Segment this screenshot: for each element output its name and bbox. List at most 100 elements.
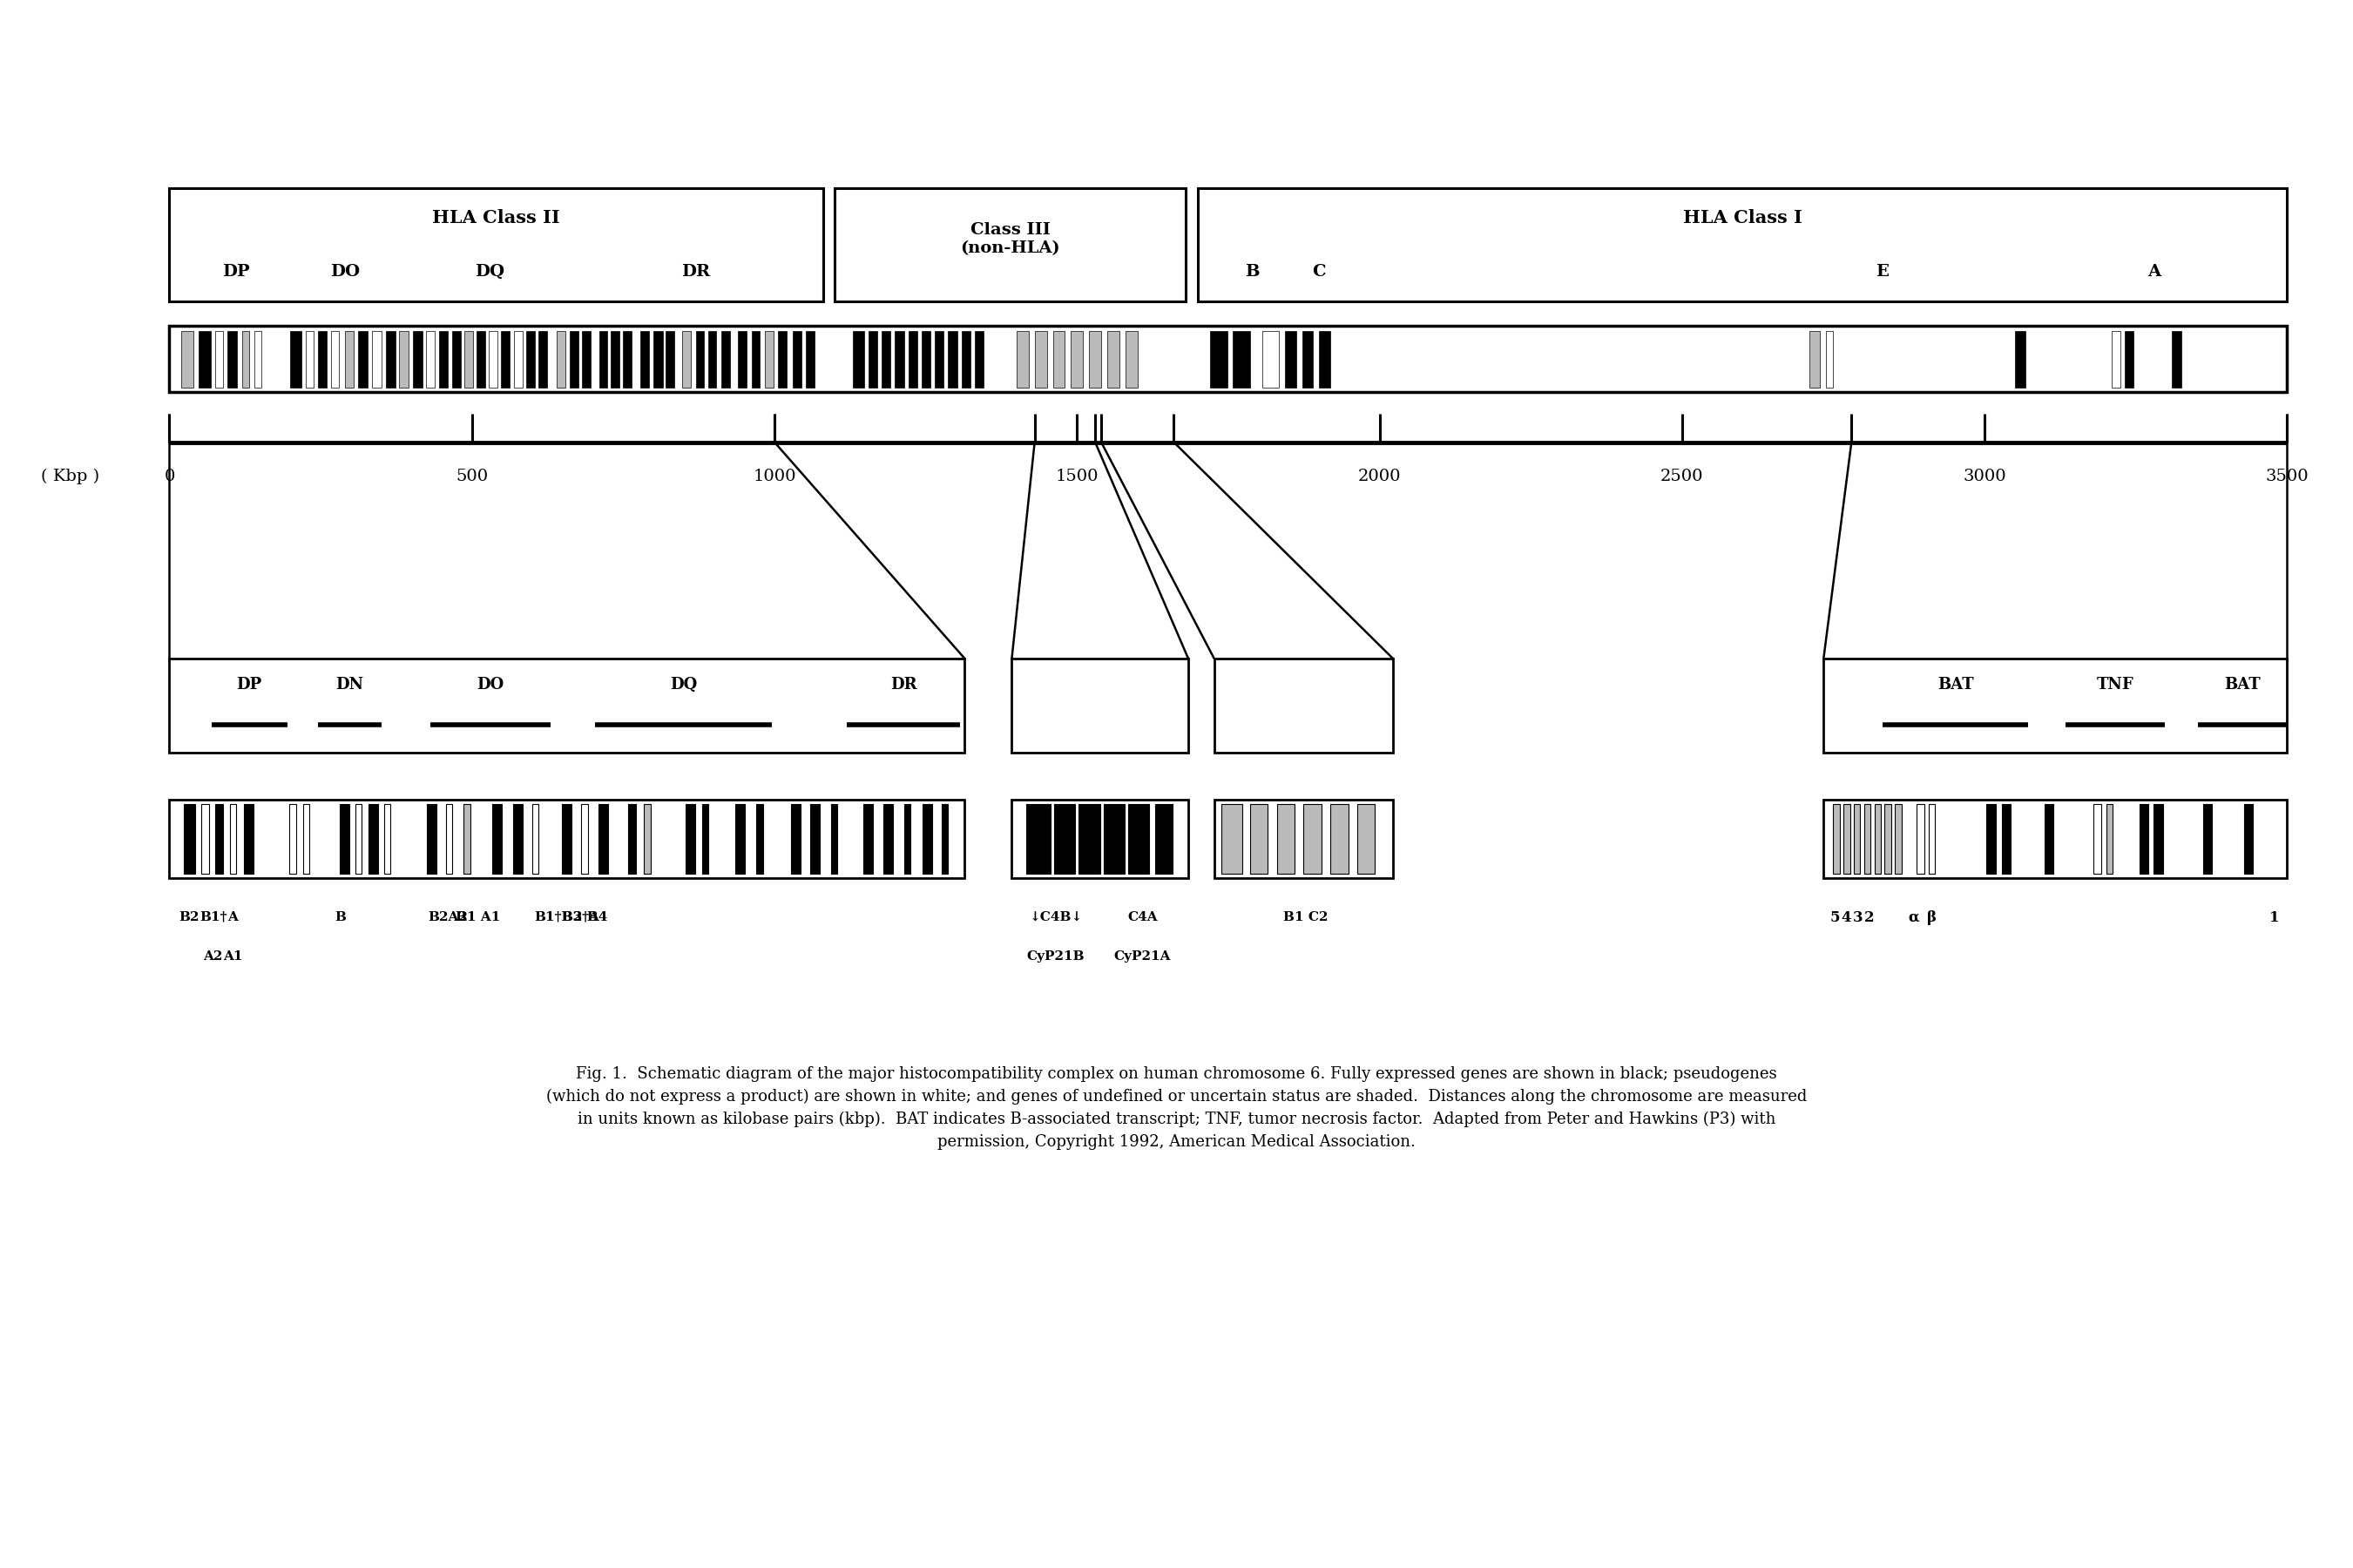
Bar: [254, 331, 261, 387]
Text: α: α: [1908, 909, 1920, 925]
Bar: [739, 331, 746, 387]
Bar: [666, 331, 675, 387]
Bar: [1842, 804, 1849, 873]
Bar: [289, 804, 296, 873]
Bar: [2245, 804, 2252, 873]
Bar: [242, 331, 249, 387]
Bar: [412, 331, 421, 387]
Text: C: C: [1313, 263, 1325, 279]
Text: B2A2: B2A2: [428, 911, 468, 924]
Bar: [386, 331, 395, 387]
Bar: [562, 804, 572, 873]
Text: DO: DO: [329, 263, 360, 279]
Bar: [612, 331, 619, 387]
Bar: [1052, 331, 1066, 387]
Text: B1 A1: B1 A1: [456, 911, 501, 924]
Bar: [169, 800, 965, 878]
Text: Fig. 1.  Schematic diagram of the major histocompatibility complex on human chro: Fig. 1. Schematic diagram of the major h…: [546, 1066, 1807, 1149]
Bar: [1875, 804, 1880, 873]
Text: B2: B2: [179, 911, 200, 924]
Text: DQ: DQ: [671, 677, 696, 693]
Bar: [868, 331, 878, 387]
Bar: [428, 804, 438, 873]
Bar: [1824, 800, 2287, 878]
Bar: [701, 804, 708, 873]
Bar: [1221, 804, 1242, 873]
Bar: [304, 804, 308, 873]
Text: 1000: 1000: [753, 469, 795, 485]
Bar: [1209, 331, 1226, 387]
Bar: [1285, 331, 1297, 387]
Bar: [1026, 804, 1049, 873]
Bar: [600, 331, 607, 387]
Text: B: B: [1245, 263, 1259, 279]
Bar: [1016, 331, 1028, 387]
Bar: [400, 331, 409, 387]
Bar: [2153, 804, 2162, 873]
Bar: [452, 331, 461, 387]
Bar: [809, 804, 819, 873]
Text: 3000: 3000: [1962, 469, 2007, 485]
Text: 1500: 1500: [1056, 469, 1099, 485]
Bar: [2045, 804, 2054, 873]
Bar: [1108, 331, 1120, 387]
Bar: [1214, 800, 1393, 878]
Bar: [2125, 331, 2134, 387]
Bar: [169, 659, 965, 753]
Text: A: A: [2148, 263, 2160, 279]
Text: Class III
(non-HLA): Class III (non-HLA): [960, 223, 1061, 256]
Bar: [181, 331, 193, 387]
Bar: [1071, 331, 1082, 387]
Bar: [228, 331, 238, 387]
Bar: [339, 804, 348, 873]
Bar: [974, 331, 984, 387]
Bar: [1320, 331, 1329, 387]
Bar: [289, 331, 301, 387]
Bar: [2172, 331, 2181, 387]
Bar: [464, 331, 473, 387]
Text: 2: 2: [1864, 909, 1875, 925]
Text: BAT: BAT: [2224, 677, 2261, 693]
Text: DR: DR: [889, 677, 918, 693]
Bar: [1035, 331, 1047, 387]
Text: B1†B3†A: B1†B3†A: [534, 911, 600, 924]
Bar: [708, 331, 715, 387]
Bar: [372, 331, 381, 387]
Bar: [1129, 804, 1148, 873]
Bar: [1261, 331, 1280, 387]
Bar: [306, 331, 313, 387]
Bar: [169, 326, 2287, 392]
Bar: [882, 331, 892, 387]
Bar: [751, 331, 760, 387]
Text: 2500: 2500: [1661, 469, 1704, 485]
Bar: [426, 331, 435, 387]
Bar: [2139, 804, 2148, 873]
Bar: [864, 804, 873, 873]
Bar: [332, 331, 339, 387]
Bar: [1854, 804, 1861, 873]
Text: β: β: [1927, 909, 1937, 925]
Bar: [654, 331, 664, 387]
Bar: [569, 331, 579, 387]
Bar: [1304, 804, 1322, 873]
Text: B: B: [334, 911, 346, 924]
Bar: [355, 804, 362, 873]
Bar: [885, 804, 894, 873]
Bar: [894, 331, 904, 387]
Text: DQ: DQ: [475, 263, 506, 279]
Bar: [948, 331, 958, 387]
Bar: [1885, 804, 1892, 873]
Bar: [779, 331, 786, 387]
Bar: [515, 331, 522, 387]
Bar: [581, 331, 591, 387]
Bar: [941, 804, 948, 873]
Text: 2000: 2000: [1358, 469, 1400, 485]
Bar: [1986, 804, 1995, 873]
Bar: [1249, 804, 1268, 873]
Bar: [1012, 659, 1188, 753]
Bar: [1329, 804, 1348, 873]
Bar: [527, 331, 534, 387]
Bar: [367, 804, 379, 873]
Text: HLA Class I: HLA Class I: [1682, 209, 1802, 226]
Bar: [1864, 804, 1871, 873]
